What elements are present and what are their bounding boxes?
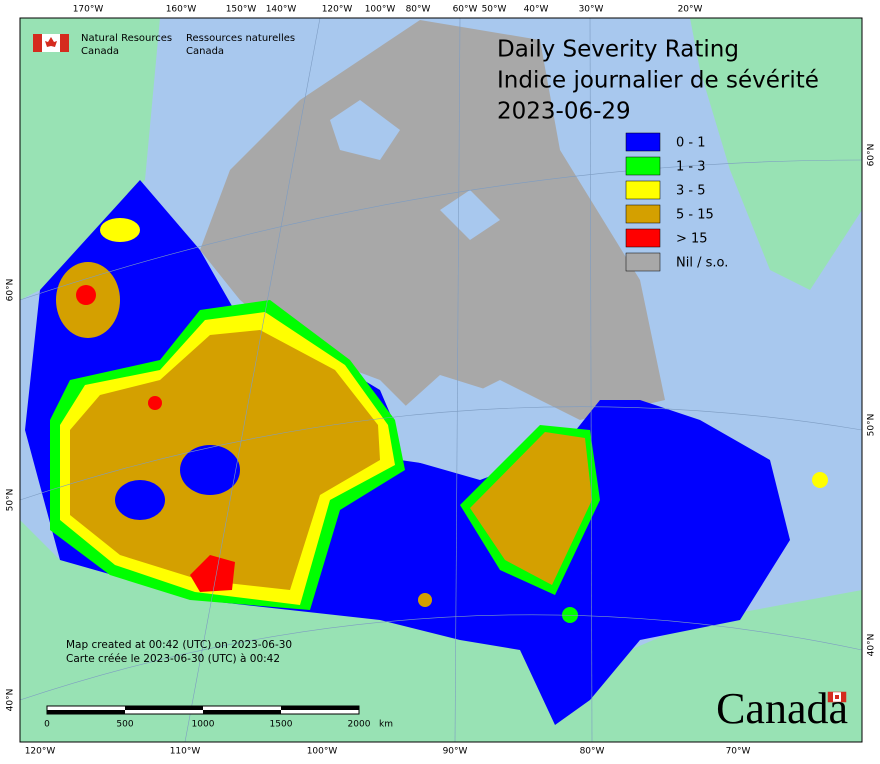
map-title: Indice journalier de sévérité bbox=[497, 68, 819, 94]
longitude-label: 80°W bbox=[406, 5, 431, 15]
longitude-label: 100°W bbox=[307, 747, 338, 757]
wordmark-flag bbox=[827, 691, 847, 703]
longitude-label: 120°W bbox=[25, 747, 56, 757]
graticule-line bbox=[19, 406, 863, 501]
alaska bbox=[20, 18, 160, 300]
map-note: Map created at 00:42 (UTC) on 2023-06-30 bbox=[66, 639, 292, 651]
legend-swatch bbox=[625, 132, 661, 152]
channel bbox=[440, 190, 500, 240]
longitude-label: 50°W bbox=[482, 5, 507, 15]
graticule bbox=[19, 17, 863, 743]
graticule-line bbox=[19, 614, 863, 701]
latitude-label: 50°N bbox=[867, 414, 877, 437]
longitude-label: 120°W bbox=[322, 5, 353, 15]
scale-label: 1500 bbox=[270, 720, 293, 730]
map-title: Daily Severity Rating bbox=[497, 37, 739, 63]
graticule-line bbox=[19, 159, 863, 301]
scale-bar bbox=[46, 705, 360, 715]
legend-label: 5 - 15 bbox=[676, 208, 714, 223]
longitude-label: 110°W bbox=[170, 747, 201, 757]
longitude-label: 20°W bbox=[678, 5, 703, 15]
maple-leaf bbox=[835, 695, 839, 699]
zone-blue bbox=[115, 480, 165, 520]
longitude-label: 170°W bbox=[73, 5, 104, 15]
latitude-label: 50°N bbox=[6, 489, 16, 512]
graticule-line bbox=[454, 17, 461, 743]
map-title: 2023-06-29 bbox=[497, 99, 631, 125]
graticule-line bbox=[589, 17, 593, 743]
flag-bar bbox=[60, 34, 69, 52]
greenland bbox=[690, 18, 862, 290]
latitude-label: 40°N bbox=[867, 634, 877, 657]
wordmark: Canada bbox=[716, 684, 848, 733]
scale-label: 2000 bbox=[348, 720, 371, 730]
longitude-label: 140°W bbox=[266, 5, 297, 15]
zone-orange bbox=[418, 593, 432, 607]
longitude-label: 30°W bbox=[579, 5, 604, 15]
scale-segment bbox=[281, 706, 359, 710]
flag-bar bbox=[841, 692, 846, 702]
flag-bar bbox=[828, 692, 833, 702]
latitude-label: 40°N bbox=[6, 689, 16, 712]
longitude-label: 60°W bbox=[453, 5, 478, 15]
zone-yellow bbox=[812, 472, 828, 488]
latitude-label: 60°N bbox=[867, 144, 877, 167]
map-frame bbox=[19, 17, 863, 743]
longitude-label: 80°W bbox=[580, 747, 605, 757]
agency-en: Canada bbox=[81, 46, 119, 57]
arctic bbox=[200, 20, 665, 420]
longitude-label: 160°W bbox=[166, 5, 197, 15]
scale-segment bbox=[203, 710, 281, 714]
legend-swatch bbox=[625, 156, 661, 176]
flag-bar bbox=[33, 34, 42, 52]
channel bbox=[330, 100, 400, 160]
legend-label: 3 - 5 bbox=[676, 184, 706, 199]
zone-blue bbox=[180, 445, 240, 495]
graticule-line bbox=[184, 17, 321, 743]
legend-swatch bbox=[625, 252, 661, 272]
scale-label: 0 bbox=[44, 720, 50, 730]
longitude-label: 70°W bbox=[726, 747, 751, 757]
map-area bbox=[19, 17, 863, 743]
scale-segment bbox=[47, 710, 125, 714]
map-note: Carte créée le 2023-06-30 (UTC) à 00:42 bbox=[66, 653, 280, 665]
logo bbox=[33, 34, 69, 52]
legend-swatch bbox=[625, 228, 661, 248]
longitude-label: 150°W bbox=[226, 5, 257, 15]
zone-red bbox=[148, 396, 162, 410]
legend-swatch bbox=[625, 180, 661, 200]
zone-red bbox=[190, 555, 235, 592]
zone-red bbox=[76, 285, 96, 305]
latitude-label: 60°N bbox=[6, 279, 16, 302]
agency-en: Natural Resources bbox=[81, 33, 172, 44]
longitude-label: 40°W bbox=[524, 5, 549, 15]
longitude-label: 90°W bbox=[443, 747, 468, 757]
zone-yellow-ak bbox=[100, 218, 140, 242]
legend-label: > 15 bbox=[676, 232, 708, 247]
legend-label: 1 - 3 bbox=[676, 160, 706, 175]
scale-segment bbox=[125, 706, 203, 710]
legend-label: Nil / s.o. bbox=[676, 256, 728, 271]
zone-orange-qc bbox=[470, 432, 592, 585]
maple-leaf bbox=[45, 37, 57, 47]
legend-swatch bbox=[625, 204, 661, 224]
scale-label: 1000 bbox=[192, 720, 215, 730]
longitude-label: 100°W bbox=[365, 5, 396, 15]
agency-fr: Canada bbox=[186, 46, 224, 57]
scale-label: 500 bbox=[116, 720, 133, 730]
legend-label: 0 - 1 bbox=[676, 136, 706, 151]
scale-unit: km bbox=[379, 720, 393, 730]
agency-fr: Ressources naturelles bbox=[186, 33, 295, 44]
